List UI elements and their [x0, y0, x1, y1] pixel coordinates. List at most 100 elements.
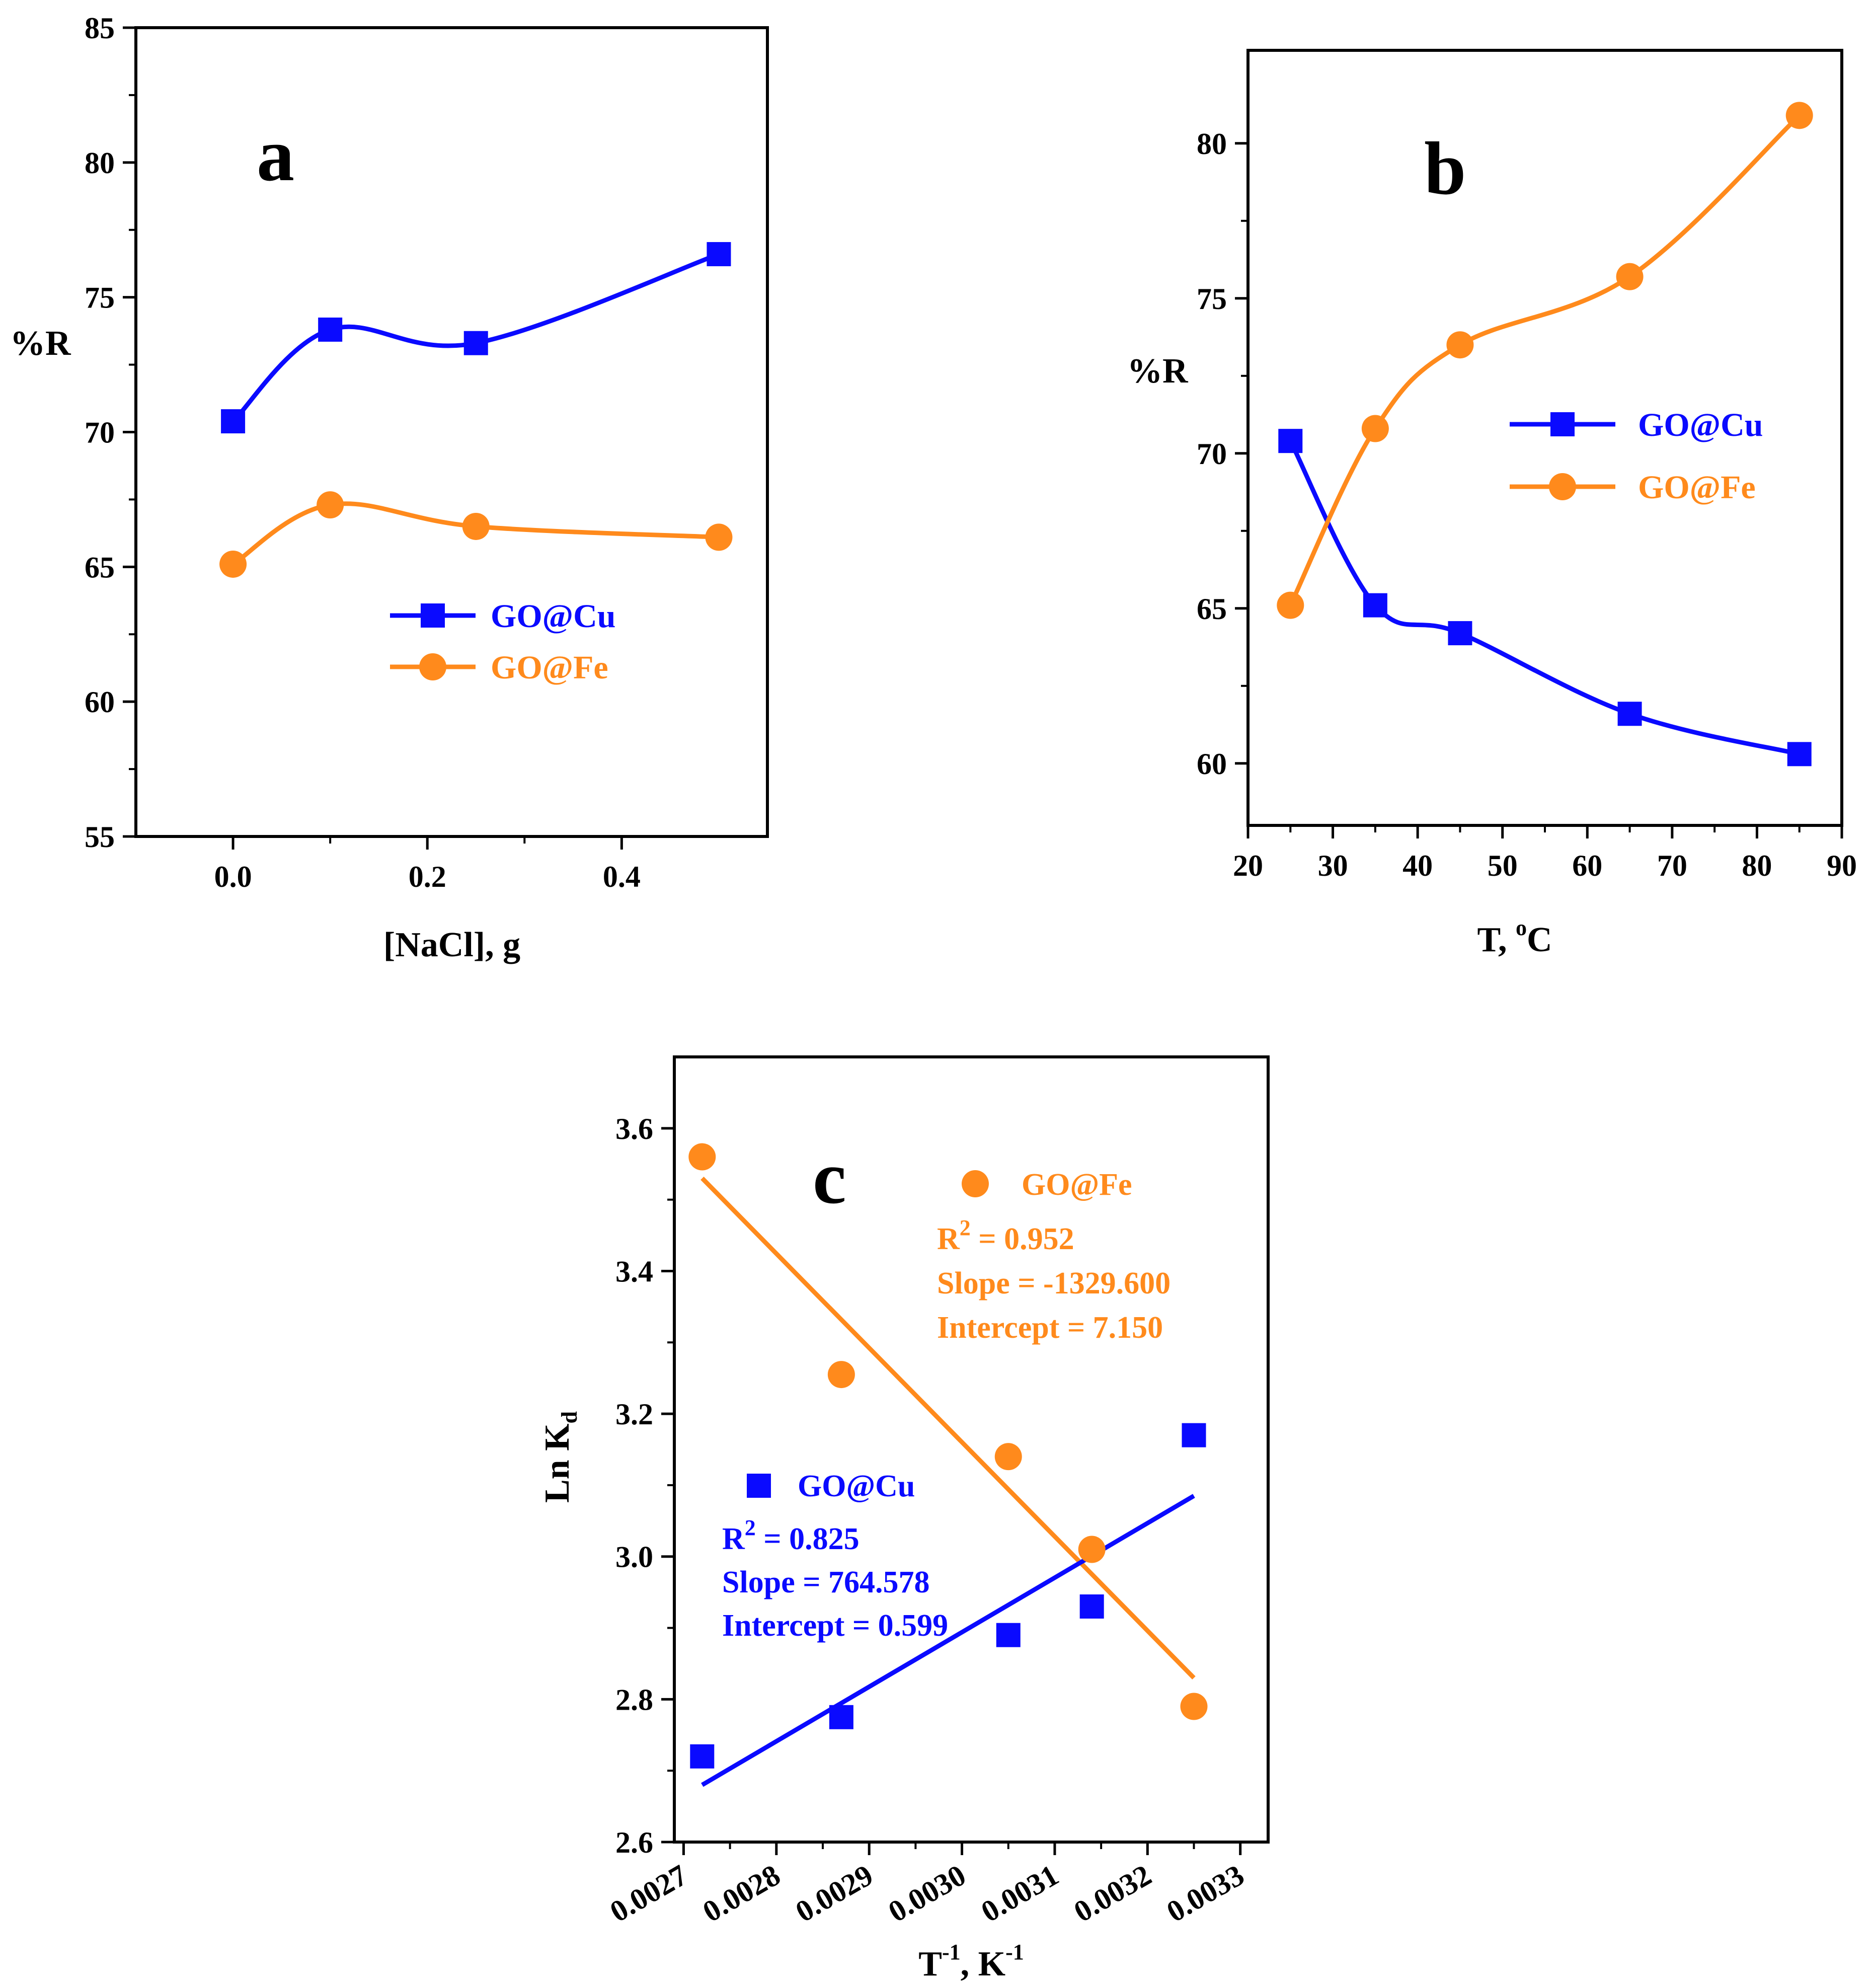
c-xtick-label: 0.0031: [976, 1858, 1064, 1929]
c-ytick-label: 2.8: [615, 1683, 653, 1716]
a-curve-go-fe: [231, 501, 719, 566]
b-ytick-label: 70: [1197, 437, 1227, 471]
legend-c-fe-marker: [962, 1170, 989, 1197]
c-ytick-label: 3.4: [615, 1255, 653, 1288]
c-point-go-fe: [688, 1143, 716, 1171]
panel-c-xlabel-main: T: [918, 1945, 942, 1983]
b-ytick-label: 65: [1197, 592, 1227, 626]
panel-c-xlabel-mid: , K: [961, 1945, 1005, 1983]
c-ytick-label: 3.0: [615, 1541, 653, 1574]
b-ytick-label: 75: [1197, 282, 1227, 316]
c-xtick-label: 0.0029: [790, 1858, 879, 1929]
panel-b-frame: [1246, 49, 1843, 827]
panel-b-xlabel-tail: C: [1527, 921, 1552, 959]
b-xtick-label: 60: [1572, 849, 1602, 882]
legend-b-fe-label: GO@Fe: [1638, 469, 1756, 506]
legend-c-cu-marker: [747, 1474, 771, 1498]
panel-c-ylabel-main: Ln K: [538, 1423, 577, 1503]
c-point-go-cu: [996, 1623, 1021, 1647]
legend-c-fe-label: GO@Fe: [1022, 1168, 1132, 1202]
legend-c-cu-label: GO@Cu: [798, 1469, 915, 1503]
panel-b-xlabel-main: T,: [1477, 921, 1516, 959]
a-ytick-label: 60: [85, 685, 115, 719]
fe-r2-label: R: [937, 1222, 960, 1256]
panel-b: 60 65 70 75 80 20 30 40 50 60 70 80 90 b %R T, oC G…: [1127, 49, 1857, 959]
panel-c-cu-annotation: GO@Cu R2 = 0.825 Slope = 764.578 Interce…: [722, 1469, 948, 1643]
panel-a-ticks: [123, 26, 623, 850]
a-point-go-cu: [707, 242, 731, 266]
b-point-go-cu: [1787, 742, 1812, 767]
panel-a-xtick-labels: 0.0 0.2 0.4: [214, 860, 641, 893]
c-point-go-cu: [1079, 1594, 1104, 1619]
panel-c-points: [688, 1143, 1208, 1769]
c-xtick-label: 0.0030: [883, 1858, 971, 1929]
b-point-go-cu: [1617, 702, 1642, 726]
b-point-go-fe: [1785, 102, 1813, 129]
panel-c-fe-annotation: GO@Fe R2 = 0.952 Slope = -1329.600 Inter…: [937, 1168, 1171, 1345]
panel-c-xlabel-sup2: -1: [1005, 1940, 1024, 1964]
c-point-go-fe: [1180, 1693, 1208, 1720]
b-xtick-label: 30: [1318, 849, 1348, 882]
panel-c-ytick-labels: 2.6 2.8 3.0 3.2 3.4 3.6: [615, 1112, 653, 1859]
b-point-go-fe: [1446, 331, 1474, 359]
panel-a-xlabel: [NaCl], g: [383, 926, 520, 964]
panel-a-frame: [134, 26, 769, 838]
panel-c-xlabel: T-1, K-1: [918, 1940, 1024, 1983]
a-ytick-label: 85: [85, 12, 115, 45]
panel-b-label: b: [1424, 127, 1466, 210]
panel-b-xtick-labels: 20 30 40 50 60 70 80 90: [1233, 849, 1857, 882]
a-xtick-label: 0.4: [603, 860, 641, 893]
panel-b-xlabel-sup: o: [1516, 915, 1527, 940]
cu-r2-label: R: [722, 1522, 745, 1556]
cu-r2: R2 = 0.825: [722, 1515, 860, 1556]
c-ytick-label: 3.2: [615, 1398, 653, 1431]
a-curve-go-cu: [231, 252, 720, 423]
c-fit-line-go-cu: [701, 1494, 1195, 1787]
panel-c-xtick-labels: 0.0027 0.0028 0.0029 0.0030 0.0031 0.0032 0.00…: [604, 1858, 1250, 1929]
c-point-go-fe: [1078, 1536, 1106, 1563]
legend-a-cu-marker: [421, 603, 445, 628]
c-point-go-cu: [1182, 1423, 1206, 1447]
panel-c-frame: [673, 1055, 1270, 1844]
b-ytick-label: 80: [1197, 127, 1227, 161]
a-point-go-fe: [462, 512, 490, 540]
panel-b-xlabel: T, oC: [1477, 915, 1552, 959]
b-xtick-label: 90: [1827, 849, 1857, 882]
legend-a-cu-label: GO@Cu: [491, 598, 615, 635]
panel-b-ylabel: %R: [1127, 352, 1189, 391]
fe-r2: R2 = 0.952: [937, 1215, 1074, 1256]
fe-r2-sup: 2: [960, 1215, 971, 1240]
panel-c-ylabel-sub: d: [557, 1411, 582, 1423]
b-point-go-cu: [1448, 621, 1472, 646]
cu-intercept: Intercept = 0.599: [722, 1609, 948, 1643]
legend-a-fe-marker: [419, 653, 446, 680]
a-point-go-fe: [317, 491, 344, 519]
b-xtick-label: 20: [1233, 849, 1263, 882]
fe-r2-value: = 0.952: [971, 1222, 1074, 1256]
panel-a-points: [219, 242, 733, 578]
panel-c-fit-lines: [700, 1176, 1196, 1787]
c-point-go-cu: [690, 1744, 715, 1769]
panel-b-ytick-labels: 60 65 70 75 80: [1197, 127, 1227, 781]
a-ytick-label: 75: [85, 281, 115, 315]
a-ytick-label: 65: [85, 551, 115, 584]
c-ytick-label: 3.6: [615, 1112, 653, 1145]
panel-a-curves: [231, 252, 720, 566]
panel-a-ylabel: %R: [10, 324, 71, 363]
panel-c-ylabel: Ln Kd: [538, 1411, 582, 1503]
a-xtick-label: 0.0: [214, 860, 252, 893]
panel-b-points: [1277, 102, 1813, 767]
b-point-go-fe: [1277, 591, 1304, 619]
panel-b-legend: GO@Cu GO@Fe: [1510, 407, 1763, 506]
panel-b-ticks: [1235, 142, 1843, 838]
a-xtick-label: 0.2: [409, 860, 446, 893]
a-point-go-cu: [318, 317, 343, 342]
c-point-go-fe: [994, 1443, 1022, 1471]
legend-b-cu-marker: [1550, 412, 1575, 436]
b-curve-go-fe: [1288, 114, 1801, 606]
c-point-go-fe: [827, 1361, 855, 1389]
c-xtick-label: 0.0033: [1161, 1858, 1250, 1929]
panel-c-label: c: [813, 1136, 846, 1219]
